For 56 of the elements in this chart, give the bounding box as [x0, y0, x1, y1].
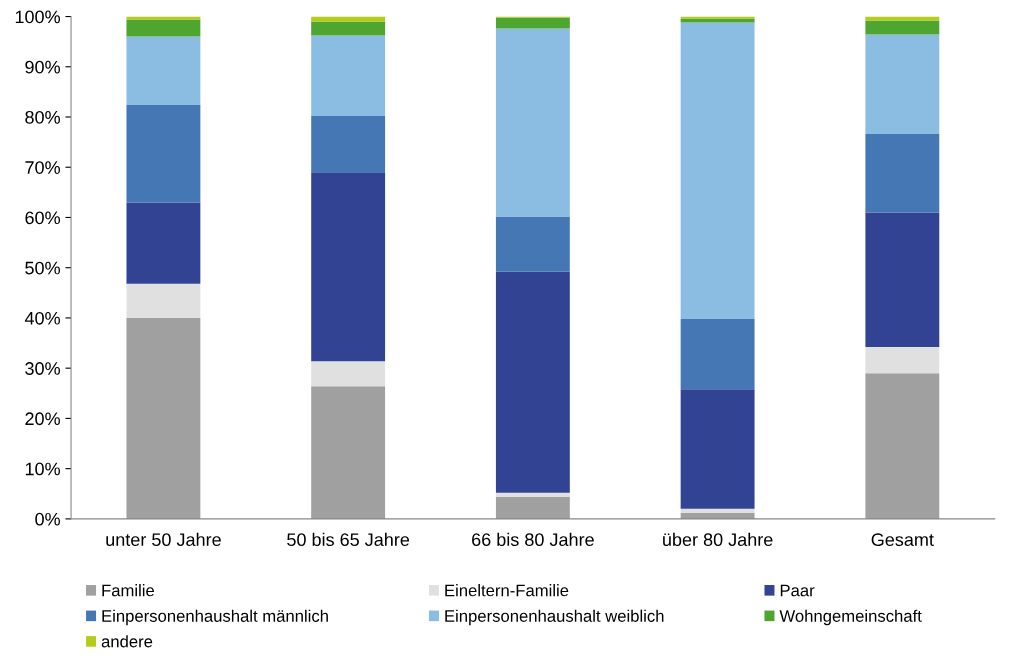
- y-tick-label: 10%: [25, 462, 60, 476]
- bar: [311, 115, 386, 173]
- bar: [865, 20, 940, 35]
- bar: [495, 492, 570, 497]
- x-tick-label: Gesamt: [871, 533, 934, 547]
- legend-label: Eineltern-Familie: [445, 584, 569, 597]
- bar: [865, 212, 940, 348]
- bar: [311, 35, 386, 116]
- bar: [865, 16, 940, 21]
- bar: [680, 508, 755, 513]
- y-tick-label: 90%: [25, 60, 60, 74]
- bar: [495, 28, 570, 217]
- bar: [311, 361, 386, 387]
- bar: [495, 216, 570, 272]
- bar: [680, 22, 755, 319]
- bar: [680, 18, 755, 23]
- bar: [126, 104, 201, 203]
- y-tick-label: 100%: [15, 10, 60, 24]
- x-tick-label: über 80 Jahre: [663, 532, 773, 547]
- bar: [126, 36, 201, 105]
- y-tick-label: 70%: [25, 161, 60, 174]
- bar: [865, 134, 940, 213]
- bar: [865, 34, 940, 135]
- bar: [680, 318, 755, 390]
- y-tick-label: 0%: [35, 512, 60, 526]
- bar: [311, 172, 386, 362]
- bar: [680, 389, 755, 509]
- legend-label: Familie: [102, 584, 155, 597]
- bar: [126, 283, 201, 318]
- bar: [495, 271, 570, 493]
- x-tick-label: unter 50 Jahre: [106, 532, 221, 547]
- legend-label: andere: [101, 635, 153, 648]
- legend-label: Paar: [780, 584, 815, 597]
- bar: [311, 21, 386, 36]
- y-tick-label: 30%: [25, 362, 60, 375]
- bar: [680, 16, 755, 19]
- x-tick-label: 66 bis 80 Jahre: [472, 532, 594, 547]
- y-tick-label: 20%: [25, 412, 60, 426]
- legend-label: Wohngemeinschaft: [779, 609, 922, 626]
- legend-label: Einpersonenhaushalt weiblich: [445, 609, 664, 626]
- bar: [495, 17, 570, 29]
- x-tick-label: 50 bis 65 Jahre: [287, 532, 410, 547]
- y-tick-label: 40%: [24, 311, 60, 325]
- y-tick-label: 50%: [25, 261, 60, 275]
- bar: [495, 496, 570, 519]
- legend-label: Einpersonenhaushalt männlich: [102, 609, 328, 626]
- bar: [126, 16, 201, 20]
- bar: [126, 317, 201, 519]
- bar: [126, 202, 201, 284]
- y-tick-label: 60%: [25, 211, 60, 225]
- bar: [126, 19, 201, 37]
- bar: [311, 16, 386, 22]
- bar: [865, 373, 940, 519]
- y-tick-label: 80%: [25, 110, 60, 124]
- bar: [865, 347, 940, 374]
- bar: [311, 386, 386, 519]
